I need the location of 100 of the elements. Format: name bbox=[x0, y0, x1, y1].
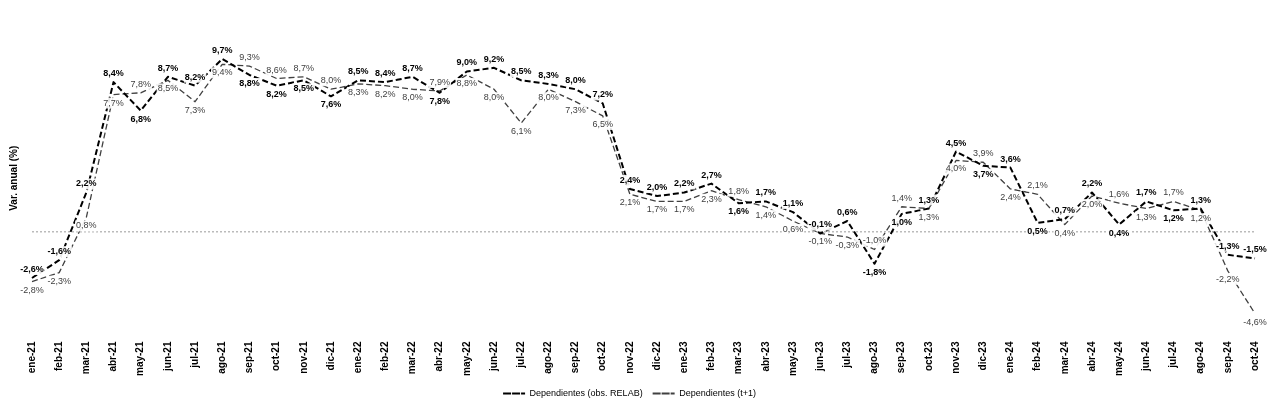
data-label: 1,7% bbox=[1163, 187, 1184, 198]
data-label: 4,0% bbox=[945, 163, 967, 174]
data-label: 1,7% bbox=[646, 204, 668, 215]
data-label: 1,1% bbox=[782, 198, 804, 209]
data-label: 8,0% bbox=[402, 92, 423, 103]
data-label: 8,3% bbox=[538, 69, 559, 80]
data-label: -2,3% bbox=[47, 275, 71, 286]
data-label: 1,4% bbox=[755, 209, 777, 220]
x-tick-label: sep-22 bbox=[569, 341, 581, 374]
data-label: 2,1% bbox=[1027, 180, 1048, 191]
x-tick-label: dic-23 bbox=[976, 341, 988, 371]
data-label: 2,3% bbox=[701, 193, 722, 204]
data-label: -1,3% bbox=[1216, 240, 1240, 251]
data-label: 7,8% bbox=[130, 78, 151, 89]
data-label: 2,0% bbox=[1081, 199, 1103, 210]
data-label: 8,0% bbox=[538, 92, 559, 103]
data-label: 1,7% bbox=[755, 187, 777, 198]
data-label: 8,7% bbox=[293, 62, 315, 73]
data-label: 3,7% bbox=[972, 168, 994, 179]
x-tick-label: oct-22 bbox=[596, 341, 608, 371]
x-tick-label: ago-22 bbox=[542, 341, 554, 374]
data-label: 2,1% bbox=[619, 197, 641, 208]
x-tick-label: jun-22 bbox=[487, 341, 499, 372]
data-label: 1,4% bbox=[891, 192, 912, 203]
data-label: 8,7% bbox=[402, 62, 423, 73]
data-label: -0,1% bbox=[808, 219, 832, 230]
legend-label: Dependientes (obs. RELAB) bbox=[529, 387, 643, 398]
x-tick-label: oct-21 bbox=[270, 341, 282, 371]
data-label: 0,7% bbox=[1054, 205, 1076, 216]
x-tick-label: jul-23 bbox=[841, 341, 853, 369]
x-tick-label: mar-23 bbox=[732, 341, 744, 375]
data-label: 8,2% bbox=[184, 71, 206, 82]
data-label: 2,4% bbox=[1000, 191, 1021, 202]
data-label: 0,6% bbox=[782, 223, 804, 234]
data-label: -1,6% bbox=[47, 246, 71, 257]
data-label: 0,8% bbox=[76, 220, 97, 231]
data-label: 4,5% bbox=[945, 137, 967, 148]
x-tick-label: dic-21 bbox=[324, 341, 336, 371]
data-label: 8,2% bbox=[266, 88, 287, 99]
data-label: 1,2% bbox=[1163, 213, 1184, 224]
data-label: 7,9% bbox=[429, 76, 450, 87]
data-label: 8,5% bbox=[510, 66, 532, 77]
data-label: 3,6% bbox=[1000, 153, 1021, 164]
x-tick-label: ene-22 bbox=[351, 341, 363, 374]
x-tick-label: feb-23 bbox=[705, 341, 717, 371]
data-label: 2,2% bbox=[76, 178, 97, 189]
data-label: 8,8% bbox=[456, 77, 478, 88]
data-label: 8,5% bbox=[293, 83, 315, 94]
x-tick-label: ago-21 bbox=[215, 341, 227, 374]
data-label: 7,3% bbox=[565, 104, 586, 115]
data-label: 9,3% bbox=[239, 52, 260, 63]
data-label: 7,2% bbox=[592, 89, 613, 100]
data-label: 2,2% bbox=[674, 178, 695, 189]
x-tick-label: nov-23 bbox=[949, 341, 961, 374]
data-label: 2,2% bbox=[1081, 178, 1103, 189]
x-tick-label: mar-22 bbox=[406, 341, 418, 375]
x-tick-label: jul-24 bbox=[1167, 341, 1179, 369]
data-label: 8,2% bbox=[375, 88, 396, 99]
data-label: 1,7% bbox=[674, 204, 695, 215]
x-tick-label: ene-23 bbox=[678, 341, 690, 374]
data-label: 7,3% bbox=[184, 104, 206, 115]
data-label: 8,4% bbox=[103, 68, 124, 79]
x-tick-label: ago-23 bbox=[868, 341, 880, 374]
x-tick-label: sep-23 bbox=[895, 341, 907, 374]
data-label: 8,5% bbox=[347, 66, 369, 77]
x-tick-label: jun-24 bbox=[1140, 341, 1152, 372]
x-tick-label: abr-23 bbox=[759, 341, 771, 372]
data-label: 7,7% bbox=[103, 97, 124, 108]
data-label: -2,6% bbox=[20, 263, 44, 274]
y-axis-title: Var. anual (%) bbox=[7, 145, 19, 211]
data-label: 1,2% bbox=[1190, 213, 1211, 224]
data-label: 2,7% bbox=[701, 169, 722, 180]
data-label: 8,4% bbox=[375, 68, 396, 79]
data-label: -0,3% bbox=[835, 240, 860, 251]
data-label: 8,8% bbox=[239, 77, 260, 88]
data-label: 1,0% bbox=[891, 216, 912, 227]
x-tick-label: jul-21 bbox=[188, 341, 200, 369]
data-label: 8,0% bbox=[565, 75, 586, 86]
x-tick-label: nov-22 bbox=[623, 341, 635, 374]
data-label: 6,1% bbox=[510, 126, 532, 137]
x-tick-label: feb-21 bbox=[52, 341, 64, 371]
data-label: 1,6% bbox=[1108, 189, 1130, 200]
data-label: 1,8% bbox=[728, 185, 749, 196]
data-label: 8,3% bbox=[347, 86, 369, 97]
x-tick-label: feb-22 bbox=[379, 341, 391, 371]
data-label: 2,4% bbox=[619, 174, 641, 185]
data-label: 1,6% bbox=[728, 206, 749, 217]
x-tick-label: may-23 bbox=[786, 341, 798, 376]
x-tick-label: abr-24 bbox=[1085, 341, 1097, 372]
x-tick-label: sep-21 bbox=[243, 341, 255, 374]
data-label: -1,5% bbox=[1243, 244, 1267, 255]
data-label: 1,3% bbox=[1190, 194, 1211, 205]
data-label: -2,2% bbox=[1216, 273, 1240, 284]
x-tick-label: nov-21 bbox=[297, 341, 309, 374]
x-tick-label: jun-23 bbox=[813, 341, 825, 372]
data-label: 7,6% bbox=[320, 99, 342, 110]
x-tick-label: may-21 bbox=[134, 341, 146, 376]
x-tick-label: mar-24 bbox=[1058, 341, 1070, 375]
data-label: 0,4% bbox=[1108, 227, 1130, 238]
x-tick-label: mar-21 bbox=[80, 341, 92, 375]
